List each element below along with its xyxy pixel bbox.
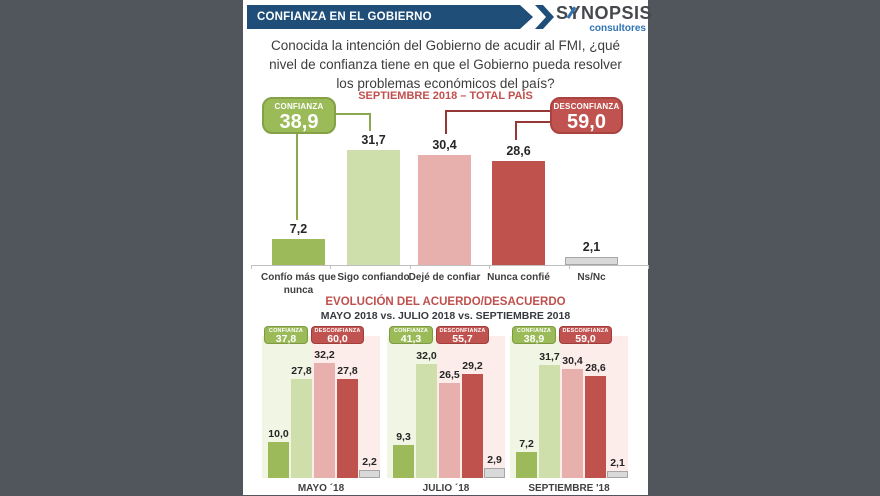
mini-bar-1	[268, 442, 289, 478]
axis-tick	[489, 265, 491, 269]
bar-category-label: Confío más que nunca	[260, 272, 336, 296]
logo-subtitle: consultores	[589, 23, 646, 34]
confianza-badge: CONFIANZA 37,8	[264, 326, 308, 344]
confianza-connector-elbow	[336, 113, 371, 131]
title-banner: CONFIANZA EN EL GOBIERNO	[247, 5, 533, 29]
badge-label: CONFIANZA	[393, 328, 429, 334]
bar-value-label: 30,4	[432, 138, 457, 152]
bar-category-label: Nunca confié	[487, 272, 550, 283]
badge-value: 41,3	[400, 333, 422, 345]
mini-bar-4	[585, 376, 606, 478]
bar-value-label: 7,2	[289, 222, 308, 236]
mini-bar-2	[416, 364, 437, 478]
mini-bar-5	[607, 471, 628, 478]
group-period-label: JULIO ´18	[422, 483, 470, 494]
survey-question: Conocida la intención del Gobierno de ac…	[269, 38, 622, 91]
bar-value-label: 28,6	[506, 144, 531, 158]
desconfianza-box-value: 59,0	[567, 111, 606, 133]
desconfianza-badge: DESCONFIANZA 59,0	[559, 326, 612, 344]
mini-bar-value-label: 32,2	[314, 349, 335, 361]
mini-bar-1	[393, 445, 414, 478]
chevron-right-icon	[535, 5, 554, 29]
badge-value: 38,9	[523, 333, 545, 345]
evolution-group-3: CONFIANZA 38,9 DESCONFIANZA 59,0 7,2 31,7 30,4…	[510, 326, 628, 496]
confianza-summary-box: CONFIANZA 38,9	[262, 97, 336, 134]
badge-value: 37,8	[275, 333, 297, 345]
mini-bar-1	[516, 452, 537, 478]
axis-tick	[409, 265, 411, 269]
badge-label: DESCONFIANZA	[562, 328, 609, 334]
mini-bar-4	[337, 379, 358, 478]
confianza-box-label: CONFIANZA	[274, 102, 324, 111]
mini-bar-value-label: 27,8	[291, 365, 312, 377]
mini-bar-value-label: 32,0	[416, 350, 437, 362]
banner-title: CONFIANZA EN EL GOBIERNO	[257, 11, 432, 23]
desconfianza-badge: DESCONFIANZA 60,0	[311, 326, 364, 344]
infographic-card: CONFIANZA EN EL GOBIERNO SYNOPSIS consul…	[243, 0, 652, 496]
confianza-badge: CONFIANZA 41,3	[389, 326, 433, 344]
bar-3	[418, 155, 471, 265]
mini-bar-3	[314, 363, 335, 478]
mini-bar-5	[359, 470, 380, 478]
group-period-label: SEPTIEMBRE '18	[528, 483, 610, 494]
mini-bar-2	[291, 379, 312, 478]
desconfianza-summary-box: DESCONFIANZA 59,0	[550, 97, 623, 134]
bar-4	[492, 161, 545, 265]
mini-bar-value-label: 28,6	[585, 362, 606, 374]
axis-tick	[648, 265, 649, 269]
badge-label: CONFIANZA	[268, 328, 304, 334]
badge-value: 59,0	[575, 333, 596, 345]
mini-bar-value-label: 7,2	[519, 438, 534, 450]
mini-bar-2	[539, 365, 560, 478]
mini-bar-value-label: 10,0	[268, 428, 289, 440]
evolution-title: EVOLUCIÓN DEL ACUERDO/DESACUERDO	[325, 296, 566, 308]
badge-value: 55,7	[452, 333, 473, 345]
mini-bar-value-label: 26,5	[439, 369, 460, 381]
mini-bar-4	[462, 374, 483, 478]
evolution-group-1: CONFIANZA 37,8 DESCONFIANZA 60,0 10,0 27,8 32,…	[262, 326, 380, 496]
evolution-group-2: CONFIANZA 41,3 DESCONFIANZA 55,7 9,3 32,0 26,5…	[387, 326, 505, 496]
desconfianza-connector-upper	[445, 110, 550, 134]
bar-value-label: 2,1	[582, 240, 601, 254]
desconfianza-connector-lower	[515, 121, 550, 140]
axis-tick	[251, 265, 252, 269]
bar-2	[347, 150, 400, 265]
top-chart-subtitle: SEPTIEMBRE 2018 – TOTAL PAÍS	[358, 90, 533, 102]
bar-1	[272, 239, 325, 265]
badge-value: 60,0	[327, 333, 348, 345]
mini-bar-value-label: 9,3	[396, 431, 411, 443]
x-axis-line	[251, 265, 648, 266]
bar-value-label: 31,7	[361, 133, 386, 147]
mini-bar-value-label: 29,2	[462, 360, 483, 372]
mini-bar-value-label: 2,9	[487, 454, 502, 466]
bar-category-label: Ns/Nc	[577, 272, 606, 283]
badge-label: DESCONFIANZA	[314, 328, 361, 334]
synopsis-logo: SYNOPSIS consultores	[556, 4, 652, 34]
top-bar-chart: CONFIANZA 38,9 DESCONFIANZA 59,0 7,2 Conf…	[243, 96, 649, 296]
confianza-connector-line	[296, 134, 298, 220]
bar-5	[565, 257, 618, 265]
desconfianza-box-label: DESCONFIANZA	[553, 102, 620, 111]
mini-bar-value-label: 30,4	[562, 355, 583, 367]
axis-tick	[568, 265, 570, 269]
mini-bar-3	[562, 369, 583, 478]
badge-label: CONFIANZA	[516, 328, 552, 334]
mini-bar-value-label: 2,1	[610, 457, 625, 469]
mini-bar-value-label: 27,8	[337, 365, 358, 377]
logo-wordmark: SYNOPSIS	[556, 3, 653, 23]
evolution-subtitle: MAYO 2018 vs. JULIO 2018 vs. SEPTIEMBRE …	[320, 310, 571, 322]
bar-category-label: Sigo confiando	[337, 272, 410, 283]
mini-bar-3	[439, 383, 460, 478]
mini-bar-value-label: 2,2	[362, 456, 377, 468]
mini-bar-5	[484, 468, 505, 478]
axis-tick	[330, 265, 332, 269]
bar-category-label: Dejé de confiar	[408, 272, 481, 283]
mini-bar-value-label: 31,7	[539, 351, 560, 363]
desconfianza-badge: DESCONFIANZA 55,7	[436, 326, 489, 344]
confianza-box-value: 38,9	[279, 111, 319, 133]
group-period-label: MAYO ´18	[297, 483, 345, 494]
badge-label: DESCONFIANZA	[439, 328, 486, 334]
confianza-badge: CONFIANZA 38,9	[512, 326, 556, 344]
